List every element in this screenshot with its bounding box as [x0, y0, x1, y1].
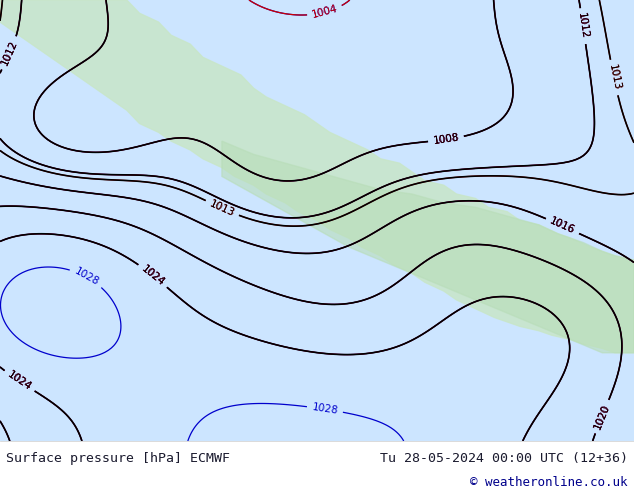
Text: 1008: 1008: [432, 132, 460, 146]
Text: 1024: 1024: [6, 369, 33, 392]
Text: 1016: 1016: [548, 216, 576, 236]
Text: 1008: 1008: [432, 132, 460, 146]
Text: 1016: 1016: [548, 216, 576, 236]
Text: 1024: 1024: [6, 369, 33, 392]
Text: 1004: 1004: [311, 4, 339, 21]
Text: 1028: 1028: [72, 266, 101, 288]
Text: 1012: 1012: [0, 39, 20, 67]
Text: 1013: 1013: [606, 64, 621, 92]
Text: 1020: 1020: [592, 403, 611, 431]
Text: 1012: 1012: [576, 12, 590, 40]
Text: 1020: 1020: [592, 403, 611, 431]
Text: Tu 28-05-2024 00:00 UTC (12+36): Tu 28-05-2024 00:00 UTC (12+36): [380, 452, 628, 465]
Text: 1024: 1024: [139, 264, 166, 288]
Text: 1024: 1024: [139, 264, 166, 288]
Text: 1012: 1012: [576, 12, 590, 40]
Text: 1008: 1008: [432, 132, 460, 146]
Text: 1004: 1004: [311, 4, 339, 21]
Text: 1013: 1013: [606, 64, 621, 92]
Text: 1012: 1012: [0, 39, 20, 67]
Text: © weatheronline.co.uk: © weatheronline.co.uk: [470, 476, 628, 489]
Text: 1013: 1013: [208, 198, 236, 218]
Text: 1016: 1016: [548, 216, 576, 236]
Polygon shape: [222, 141, 634, 353]
Text: 1028: 1028: [311, 402, 339, 416]
Text: 1024: 1024: [6, 369, 33, 392]
Text: 1012: 1012: [0, 39, 20, 67]
Text: 1012: 1012: [576, 12, 590, 40]
Text: 1013: 1013: [208, 198, 236, 218]
Text: 1024: 1024: [139, 264, 166, 288]
Polygon shape: [0, 0, 634, 353]
Text: Surface pressure [hPa] ECMWF: Surface pressure [hPa] ECMWF: [6, 452, 230, 465]
Text: 1020: 1020: [592, 403, 611, 431]
